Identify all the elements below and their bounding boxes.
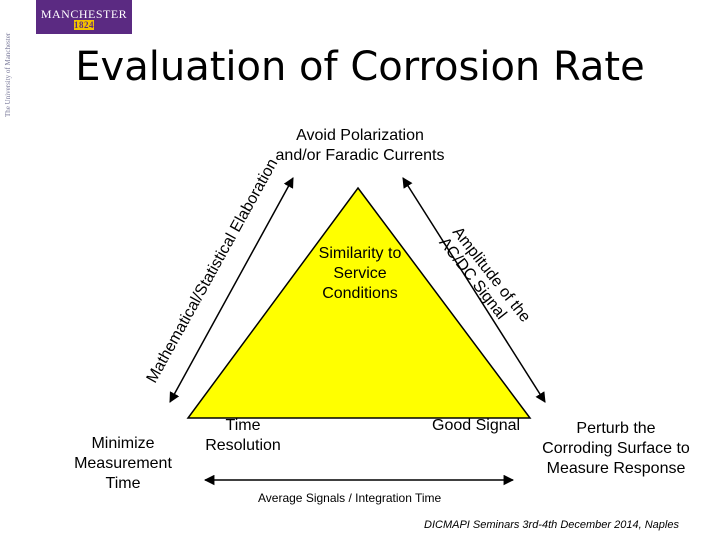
left-corner-line1: Minimize bbox=[91, 435, 155, 452]
left-double-arrow bbox=[169, 177, 294, 403]
slide-title: Evaluation of Corrosion Rate bbox=[75, 44, 645, 90]
time-resolution-line2: Resolution bbox=[205, 437, 281, 454]
left-corner-label: Minimize Measurement Time bbox=[58, 434, 188, 494]
right-corner-line2: Corroding Surface to bbox=[542, 440, 690, 457]
top-label-line1: Avoid Polarization bbox=[296, 127, 424, 144]
logo-wordmark: MANCHESTER bbox=[40, 7, 128, 21]
good-signal-label: Good Signal bbox=[432, 417, 521, 434]
right-double-arrow bbox=[402, 177, 546, 403]
time-resolution-line1: Time bbox=[225, 417, 261, 434]
right-corner-label: Perturb the Corroding Surface to Measure… bbox=[524, 419, 708, 479]
top-label-line2: and/or Faradic Currents bbox=[275, 147, 445, 164]
center-label: Similarity to Service Conditions bbox=[290, 244, 430, 304]
time-resolution-label: Time Resolution bbox=[193, 416, 293, 456]
university-logo: MANCHESTER 1824 bbox=[36, 0, 132, 34]
left-corner-line2: Measurement bbox=[74, 455, 172, 472]
footer-text: DICMAPI Seminars 3rd-4th December 2014, … bbox=[424, 519, 679, 531]
center-label-line2: Service bbox=[333, 265, 387, 282]
center-label-line1: Similarity to bbox=[318, 245, 402, 262]
right-corner-line3: Measure Response bbox=[546, 460, 686, 477]
logo-year: 1824 bbox=[74, 20, 94, 30]
bottom-arrow-label: Average Signals / Integration Time bbox=[258, 491, 442, 505]
top-label: Avoid Polarization and/or Faradic Curren… bbox=[210, 126, 510, 166]
left-corner-line3: Time bbox=[105, 475, 141, 492]
right-corner-line1: Perturb the bbox=[576, 420, 656, 437]
center-label-line3: Conditions bbox=[322, 285, 398, 302]
